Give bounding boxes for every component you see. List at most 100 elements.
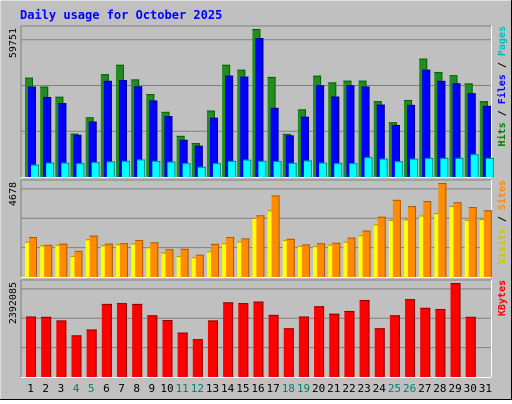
bar-sites-19 [301, 244, 310, 277]
bar-kbytes-22 [344, 310, 355, 377]
bar-pages-11 [182, 163, 191, 177]
bar-pages-29 [455, 157, 464, 177]
x-tick-label-16: 16 [251, 382, 264, 395]
bar-kbytes-30 [465, 316, 476, 377]
panel-visitors: 4678 Visits / Sites [8, 179, 508, 278]
side-label-part: / [497, 56, 508, 74]
bar-kbytes-18 [283, 328, 294, 377]
bar-sites-13 [210, 243, 219, 277]
bar-kbytes-20 [314, 306, 325, 377]
bar-pages-28 [440, 157, 449, 177]
bar-pages-20 [319, 162, 328, 177]
bar-files-2 [43, 96, 52, 177]
bar-sites-4 [74, 250, 83, 277]
side-label-part: Visits [496, 228, 508, 264]
x-tick-label-28: 28 [433, 382, 446, 395]
side-label-part: Hits [496, 122, 508, 146]
bar-kbytes-21 [329, 313, 340, 377]
panel-requests: 59751 Hits / Files / Pages [8, 25, 508, 178]
x-tick-label-18: 18 [282, 382, 295, 395]
bar-files-11 [179, 139, 188, 177]
x-tick-label-22: 22 [342, 382, 355, 395]
x-tick-label-19: 19 [297, 382, 310, 395]
bar-kbytes-17 [268, 314, 279, 377]
bar-pages-16 [258, 160, 267, 177]
bar-files-30 [467, 93, 476, 177]
bar-sites-15 [241, 238, 250, 277]
bar-files-9 [149, 100, 158, 177]
bar-kbytes-26 [405, 299, 416, 377]
bars-kbytes [26, 283, 476, 377]
bar-sites-31 [483, 210, 492, 277]
bar-pages-25 [394, 161, 403, 177]
bar-pages-12 [197, 166, 206, 177]
bar-sites-29 [453, 202, 462, 277]
bar-pages-6 [106, 161, 115, 177]
bar-sites-14 [226, 237, 235, 277]
bar-pages-22 [349, 163, 358, 177]
bar-pages-7 [121, 160, 130, 177]
bar-pages-19 [303, 160, 312, 177]
bar-sites-16 [256, 215, 265, 277]
bar-sites-25 [392, 199, 401, 277]
bar-kbytes-11 [177, 332, 188, 377]
bar-files-13 [209, 117, 218, 177]
x-tick-label-30: 30 [464, 382, 477, 395]
side-label-requests: Hits / Files / Pages [496, 26, 508, 146]
bar-sites-23 [362, 230, 371, 277]
bar-files-23 [361, 86, 370, 177]
x-axis-labels: 1 2 3 4 5 6 7 8 9 10 11 12 13 14 15 16 17 18 19 20 21 22 23 24 2… [27, 382, 492, 395]
bar-sites-7 [119, 243, 128, 277]
bar-files-31 [482, 105, 491, 177]
bar-files-4 [73, 134, 82, 177]
side-label-part: Sites [496, 180, 508, 210]
bar-sites-11 [180, 248, 189, 277]
bar-files-26 [407, 104, 416, 177]
bar-pages-3 [61, 162, 70, 177]
bar-pages-30 [470, 154, 479, 177]
bar-sites-1 [29, 237, 37, 277]
bar-pages-18 [288, 162, 297, 177]
bar-kbytes-5 [86, 329, 97, 377]
x-tick-label-23: 23 [358, 382, 371, 395]
bar-sites-18 [286, 238, 295, 277]
side-label-part: / [497, 104, 508, 122]
bar-files-12 [194, 145, 203, 177]
bar-pages-24 [379, 158, 388, 177]
bar-sites-8 [135, 240, 144, 277]
bar-sites-12 [195, 254, 204, 277]
side-label-part: Pages [497, 26, 508, 56]
bar-files-28 [437, 80, 446, 177]
bar-kbytes-13 [207, 320, 218, 377]
bar-sites-22 [347, 237, 356, 277]
bar-sites-10 [165, 249, 174, 277]
bar-files-21 [331, 96, 340, 177]
x-tick-label-21: 21 [327, 382, 340, 395]
bar-pages-17 [273, 161, 282, 177]
x-tick-label-6: 6 [103, 382, 110, 395]
bar-files-16 [255, 38, 264, 177]
x-tick-label-31: 31 [479, 382, 492, 395]
bar-files-7 [118, 80, 127, 177]
y-max-label-requests: 59751 [8, 28, 19, 58]
x-tick-label-4: 4 [73, 382, 80, 395]
bar-kbytes-7 [116, 303, 127, 377]
bar-kbytes-8 [132, 303, 143, 377]
x-tick-label-3: 3 [58, 382, 65, 395]
bar-sites-26 [408, 206, 417, 277]
bar-sites-24 [377, 216, 386, 277]
bar-pages-13 [212, 163, 221, 177]
bar-kbytes-2 [41, 316, 52, 377]
bar-kbytes-4 [71, 335, 82, 377]
bar-files-24 [376, 104, 385, 177]
bar-kbytes-9 [147, 315, 158, 377]
bar-files-22 [346, 85, 355, 177]
x-tick-label-10: 10 [160, 382, 173, 395]
x-tick-label-26: 26 [403, 382, 416, 395]
bar-pages-14 [228, 160, 237, 177]
x-tick-label-17: 17 [267, 382, 280, 395]
x-tick-label-25: 25 [388, 382, 401, 395]
side-label-kbytes: KBytes [497, 280, 508, 316]
bar-files-17 [270, 107, 279, 177]
bar-kbytes-10 [162, 320, 173, 377]
